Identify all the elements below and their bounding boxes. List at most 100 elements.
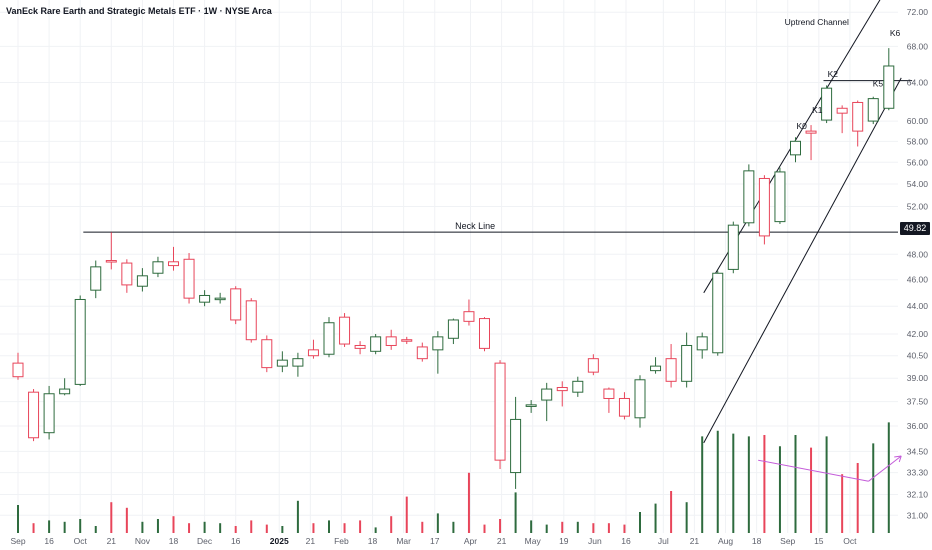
price-tick-label: 64.00 (907, 78, 929, 88)
candle-body (401, 339, 413, 342)
price-tick-label: 34.50 (907, 446, 929, 456)
candle-body (712, 272, 724, 354)
candle-body (836, 107, 848, 114)
price-tick-label: 37.50 (907, 397, 929, 407)
candle-body (852, 101, 864, 132)
time-tick-label: Aug (718, 536, 733, 546)
time-tick-label: Jul (658, 536, 669, 546)
time-tick-label: 18 (368, 536, 378, 546)
price-tick-label: 40.50 (907, 351, 929, 361)
time-tick-label: Nov (135, 536, 151, 546)
candle-body (494, 362, 506, 461)
candle-body (743, 170, 755, 224)
candle-body (385, 336, 397, 346)
candle-body (681, 344, 693, 382)
candle-body (416, 346, 428, 360)
volume-trend-arrow (868, 455, 902, 482)
candle-annotation: K5 (873, 78, 884, 88)
candle-body (199, 294, 211, 303)
price-tick-label: 42.00 (907, 329, 929, 339)
candle-body (261, 339, 273, 369)
channel-lower-line (703, 77, 902, 444)
time-tick-label: 21 (107, 536, 117, 546)
time-tick-label: Sep (10, 536, 25, 546)
candle-body (572, 380, 584, 393)
time-tick-label: 2025 (270, 536, 289, 546)
price-tick-label: 44.00 (907, 301, 929, 311)
price-tick-label: 48.00 (907, 249, 929, 259)
candle-body (74, 298, 86, 385)
candle-body (432, 336, 444, 351)
candle-body (152, 261, 164, 274)
candle-annotation: K6 (890, 28, 901, 38)
price-tick-label: 60.00 (907, 116, 929, 126)
price-tick-label: 36.00 (907, 421, 929, 431)
time-tick-label: Mar (396, 536, 411, 546)
price-tick-label: 52.00 (907, 202, 929, 212)
candle-body (618, 397, 630, 417)
candle-body (230, 288, 242, 321)
price-tick-label: 39.00 (907, 373, 929, 383)
candle-body (774, 171, 786, 223)
candle-body (727, 224, 739, 270)
time-tick-label: Oct (843, 536, 857, 546)
candle-body (307, 349, 319, 357)
candle-body (805, 130, 817, 134)
time-tick-label: 16 (231, 536, 241, 546)
price-tick-label: 58.00 (907, 136, 929, 146)
candle-body (28, 391, 40, 439)
time-tick-label: 15 (814, 536, 824, 546)
time-tick-label: Oct (74, 536, 88, 546)
candle-annotation: K1 (812, 105, 823, 115)
time-tick-label: Sep (780, 536, 795, 546)
volume-trend-arrow (758, 459, 869, 482)
candle-body (214, 297, 226, 301)
candle-body (541, 388, 553, 401)
candle-annotation: K0 (797, 121, 808, 131)
candle-body (245, 300, 257, 341)
candle-body (136, 275, 148, 287)
candle-body (12, 362, 24, 378)
time-tick-label: Jun (588, 536, 602, 546)
candle-body (105, 260, 117, 263)
time-tick-label: 18 (169, 536, 179, 546)
candle-body (447, 319, 459, 339)
price-tick-label: 68.00 (907, 41, 929, 51)
candle-body (43, 393, 55, 434)
candle-body (292, 358, 304, 367)
time-tick-label: 16 (621, 536, 631, 546)
neck-line-label: Neck Line (455, 221, 495, 231)
candle-annotation: K2 (828, 69, 839, 79)
candle-body (370, 336, 382, 352)
candle-body (587, 358, 599, 373)
time-tick-label: 16 (44, 536, 54, 546)
candle-body (696, 336, 708, 351)
candle-body (463, 311, 475, 322)
time-tick-label: 17 (430, 536, 440, 546)
candle-body (59, 388, 71, 395)
candle-body (479, 318, 490, 349)
time-tick-label: 18 (752, 536, 762, 546)
price-tick-label: 72.00 (907, 7, 929, 17)
candle-body (90, 266, 102, 291)
price-tick-label: 31.00 (907, 510, 929, 520)
price-tick-label: 46.00 (907, 275, 929, 285)
neck-line-price-tag: 49.82 (900, 222, 930, 235)
candle-body (634, 379, 646, 419)
time-tick-label: 21 (306, 536, 316, 546)
candle-body (556, 386, 568, 392)
price-tick-label: 32.10 (907, 489, 929, 499)
candle-body (525, 404, 537, 407)
candle-body (354, 344, 366, 349)
volume-arrow-head (894, 455, 902, 463)
price-tick-label: 56.00 (907, 157, 929, 167)
time-tick-label: Dec (197, 536, 213, 546)
time-tick-label: 21 (497, 536, 507, 546)
time-tick-label: Apr (464, 536, 477, 546)
candle-body (665, 358, 677, 382)
time-tick-label: 19 (559, 536, 569, 546)
time-tick-label: Feb (334, 536, 349, 546)
candle-body (758, 177, 770, 237)
